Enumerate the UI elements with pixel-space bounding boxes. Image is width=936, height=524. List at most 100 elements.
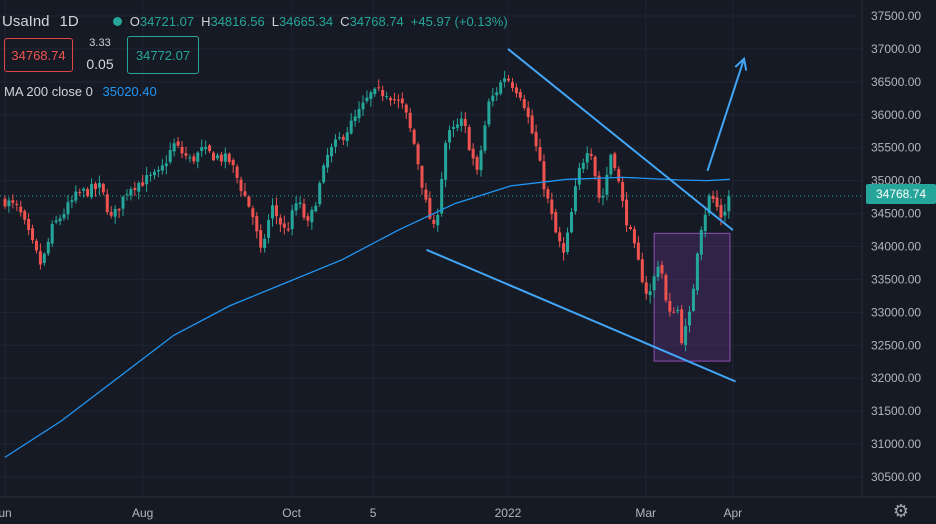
candle-body (573, 186, 577, 212)
candle-body (428, 198, 432, 219)
price-tick-label: 35500.00 (871, 141, 921, 155)
candle-body (424, 189, 428, 200)
candle-body (412, 129, 416, 144)
candle-body (23, 211, 27, 220)
candle-body (93, 183, 97, 190)
candle-body (408, 112, 412, 129)
candle-body (82, 188, 86, 191)
candle-body (227, 153, 231, 162)
candle-body (46, 241, 50, 254)
candle-body (719, 205, 723, 218)
candle-body (341, 136, 345, 140)
candle-body (286, 228, 290, 231)
price-tick-label: 30500.00 (871, 470, 921, 484)
close-key: C (340, 13, 350, 29)
candle-body (113, 209, 117, 217)
price-tick-label: 33000.00 (871, 305, 921, 319)
candle-body (558, 232, 562, 242)
candle-body (400, 98, 404, 104)
price-tick-label: 36500.00 (871, 75, 921, 89)
candle-body (278, 217, 282, 225)
candle-body (396, 99, 400, 101)
candle-body (483, 125, 487, 151)
indicator-value: 35020.40 (102, 84, 157, 99)
candle-body (727, 195, 731, 212)
candle-body (58, 218, 62, 222)
candle-body (546, 189, 550, 199)
candle-body (617, 169, 621, 182)
candle-body (326, 154, 330, 168)
lower-trendline[interactable] (426, 248, 736, 383)
candle-body (581, 162, 585, 169)
last-price-tag: 34768.74 (866, 184, 936, 204)
projection-arrow[interactable] (706, 58, 745, 172)
candle-body (231, 160, 235, 166)
interval-label[interactable]: 1D (59, 12, 79, 30)
candle-body (172, 143, 176, 152)
price-tick-label: 32000.00 (871, 371, 921, 385)
sell-button[interactable]: 34768.74 (4, 38, 73, 72)
candle-body (436, 214, 440, 226)
candle-body (306, 216, 310, 221)
price-tick-label: 31000.00 (871, 437, 921, 451)
candle-body (337, 137, 341, 139)
candle-body (526, 107, 530, 117)
candle-body (518, 91, 522, 98)
candle-body (70, 200, 74, 203)
candle-body (365, 97, 369, 102)
low-key: L (271, 13, 279, 29)
candle-body (196, 152, 200, 162)
candle-body (597, 175, 601, 198)
candle-body (621, 182, 625, 201)
candle-body (503, 78, 507, 82)
drawings-layer[interactable] (426, 48, 748, 383)
upper-trendline[interactable] (507, 48, 734, 231)
candle-body (188, 157, 192, 159)
candle-body (7, 200, 11, 207)
candle-body (373, 88, 377, 95)
candle-body (471, 148, 475, 159)
buy-button[interactable]: 34772.07 (127, 36, 199, 74)
candle-body (444, 143, 448, 180)
candle-body (467, 127, 471, 150)
candle-body (66, 202, 70, 215)
candle-body (381, 90, 385, 97)
indicator-legend[interactable]: MA 200 close 0 35020.40 (4, 84, 157, 99)
time-tick-label: 2022 (495, 506, 522, 520)
candle-body (451, 126, 455, 129)
candle-body (109, 212, 113, 216)
change-value: +45.97 (+0.13%) (410, 13, 508, 29)
candle-body (212, 152, 216, 161)
candle-body (577, 167, 581, 185)
candle-body (160, 165, 164, 171)
price-tick-label: 34000.00 (871, 240, 921, 254)
candle-body (664, 275, 668, 301)
candle-body (522, 98, 526, 108)
candle-body (141, 182, 145, 186)
candle-body (251, 208, 255, 218)
candle-body (361, 102, 365, 110)
candle-body (330, 146, 334, 157)
gear-icon[interactable]: ⚙ (892, 501, 910, 521)
candle-body (609, 154, 613, 175)
candle-body (652, 276, 656, 291)
candle-body (569, 212, 573, 233)
candle-body (117, 209, 121, 211)
candle-body (34, 240, 38, 251)
candle-body (459, 118, 463, 126)
candle-body (672, 311, 676, 313)
candle-body (530, 115, 534, 134)
candle-body (3, 198, 7, 207)
candle-body (625, 199, 629, 226)
candle-body (78, 192, 82, 194)
candle-body (101, 183, 105, 193)
candle-body (385, 96, 389, 98)
low-value: 34665.34 (278, 13, 334, 29)
candle-body (680, 309, 684, 344)
candle-body (629, 227, 633, 230)
price-tick-label: 34500.00 (871, 207, 921, 221)
symbol-name[interactable]: UsaInd (2, 12, 50, 30)
candle-body (514, 87, 518, 94)
